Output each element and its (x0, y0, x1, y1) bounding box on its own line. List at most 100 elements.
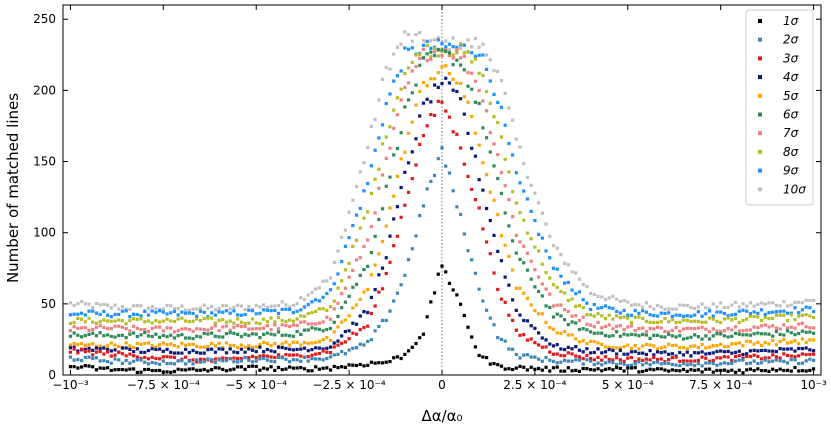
scatter-point (488, 362, 492, 366)
scatter-point (158, 362, 162, 366)
scatter-point (347, 275, 351, 279)
scatter-point (321, 279, 325, 283)
scatter-point (492, 92, 496, 97)
scatter-point (678, 359, 682, 363)
scatter-point (484, 53, 489, 57)
scatter-point (652, 320, 656, 325)
scatter-point (395, 174, 400, 178)
scatter-point (310, 348, 314, 352)
scatter-point (555, 331, 559, 335)
scatter-point (733, 300, 738, 304)
scatter-point (804, 353, 808, 357)
scatter-point (354, 213, 359, 217)
scatter-point (444, 64, 448, 68)
scatter-point (481, 188, 485, 192)
scatter-point (771, 353, 775, 357)
scatter-point (421, 47, 426, 51)
scatter-point (310, 341, 314, 345)
scatter-point (603, 304, 608, 308)
scatter-point (224, 356, 229, 361)
scatter-point (380, 142, 385, 146)
scatter-point (351, 244, 355, 248)
scatter-point (102, 309, 106, 314)
scatter-point (759, 308, 764, 312)
scatter-point (507, 198, 511, 202)
scatter-point (793, 339, 797, 343)
scatter-point (91, 331, 95, 335)
scatter-point (269, 359, 273, 363)
scatter-point (707, 345, 712, 349)
scatter-point (299, 343, 303, 347)
scatter-point (284, 357, 288, 361)
scatter-point (347, 363, 351, 367)
scatter-point (566, 345, 570, 349)
scatter-point (711, 351, 715, 355)
scatter-point (373, 287, 377, 292)
scatter-point (652, 353, 656, 357)
scatter-point (187, 311, 191, 315)
scatter-point (774, 303, 779, 307)
scatter-point (406, 190, 411, 194)
scatter-point (689, 368, 693, 372)
scatter-point (239, 335, 243, 339)
scatter-point (154, 345, 158, 349)
scatter-point (741, 356, 745, 360)
scatter-point (782, 299, 786, 304)
scatter-point (206, 348, 210, 352)
scatter-point (410, 247, 414, 251)
scatter-point (511, 153, 515, 157)
scatter-point (581, 357, 585, 361)
scatter-point (321, 320, 325, 324)
scatter-point (366, 264, 370, 269)
scatter-point (667, 311, 671, 315)
scatter-point (771, 359, 775, 363)
scatter-point (544, 287, 548, 291)
scatter-point (217, 318, 221, 322)
scatter-point (317, 367, 321, 371)
scatter-point (284, 303, 288, 307)
scatter-point (611, 348, 615, 353)
scatter-point (596, 306, 600, 310)
scatter-point (109, 361, 113, 365)
scatter-point (306, 349, 310, 353)
scatter-point (707, 309, 712, 313)
scatter-point (641, 332, 645, 337)
scatter-point (210, 347, 214, 351)
scatter-point (722, 311, 726, 316)
scatter-point (79, 342, 84, 346)
legend-label: 3σ (783, 51, 799, 65)
scatter-point (648, 358, 652, 362)
scatter-point (202, 316, 206, 321)
scatter-point (726, 349, 730, 354)
scatter-point (511, 298, 515, 302)
scatter-point (354, 346, 359, 350)
scatter-point (667, 332, 671, 336)
scatter-point (555, 303, 559, 307)
scatter-point (470, 258, 474, 262)
scatter-point (458, 97, 463, 101)
scatter-point (488, 252, 492, 256)
scatter-point (91, 342, 95, 346)
scatter-point (243, 307, 247, 312)
scatter-point (797, 361, 801, 366)
scatter-point (592, 362, 596, 367)
scatter-point (265, 331, 269, 335)
scatter-point (432, 77, 437, 81)
scatter-point (752, 353, 756, 357)
scatter-point (585, 313, 589, 317)
scatter-point (704, 320, 708, 324)
scatter-point (548, 276, 552, 280)
scatter-point (440, 53, 444, 58)
scatter-point (756, 311, 760, 315)
scatter-point (537, 201, 541, 205)
scatter-point (269, 332, 273, 336)
scatter-point (432, 53, 437, 58)
scatter-point (681, 337, 686, 341)
scatter-point (354, 258, 359, 262)
scatter-point (369, 164, 373, 168)
scatter-point (444, 49, 448, 53)
scatter-point (347, 261, 351, 265)
legend-label: 6σ (783, 108, 799, 122)
scatter-point (447, 51, 452, 55)
scatter-point (785, 361, 790, 365)
